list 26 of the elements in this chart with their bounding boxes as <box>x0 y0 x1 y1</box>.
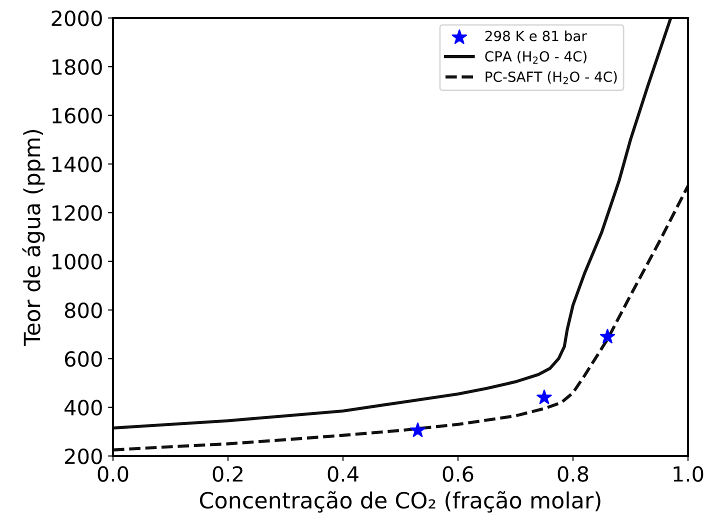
y-tick-label: 400 <box>64 400 102 416</box>
line-series <box>113 184 688 452</box>
y-tick-label: 1600 <box>52 108 102 124</box>
point <box>536 390 552 404</box>
y-tick-label: 1400 <box>52 156 102 172</box>
legend-label: PC-SAFT (H$_{2}$O - 4C) <box>486 71 617 84</box>
y-tick-label: 1200 <box>52 205 102 221</box>
y-tick-label: 800 <box>64 302 102 318</box>
x-tick-label: 0.4 <box>328 466 358 482</box>
y-tick-label: 2000 <box>52 10 102 26</box>
point <box>410 422 426 438</box>
line-series <box>113 18 672 430</box>
x-tick-label: 0.0 <box>98 466 128 482</box>
x-tick-label: 0.8 <box>558 466 588 482</box>
x-tick-label: 0.2 <box>212 466 242 482</box>
legend-label: 298 K e 81 bar <box>485 30 587 42</box>
x-tick-label: 1.0 <box>674 466 704 482</box>
y-tick-label: 1000 <box>52 254 102 270</box>
y-axis-title: Teor de água (ppm) <box>22 130 45 346</box>
x-axis-title: Concentração de CO₂ (fração molar) <box>200 491 600 513</box>
legend-label: CPA (H$_{2}$O - 4C) <box>485 50 586 64</box>
y-tick-label: 200 <box>65 448 102 464</box>
point <box>600 328 616 344</box>
y-tick-label: 600 <box>64 351 102 367</box>
y-tick-label: 1800 <box>52 59 102 75</box>
x-tick-label: 0.6 <box>442 466 474 482</box>
